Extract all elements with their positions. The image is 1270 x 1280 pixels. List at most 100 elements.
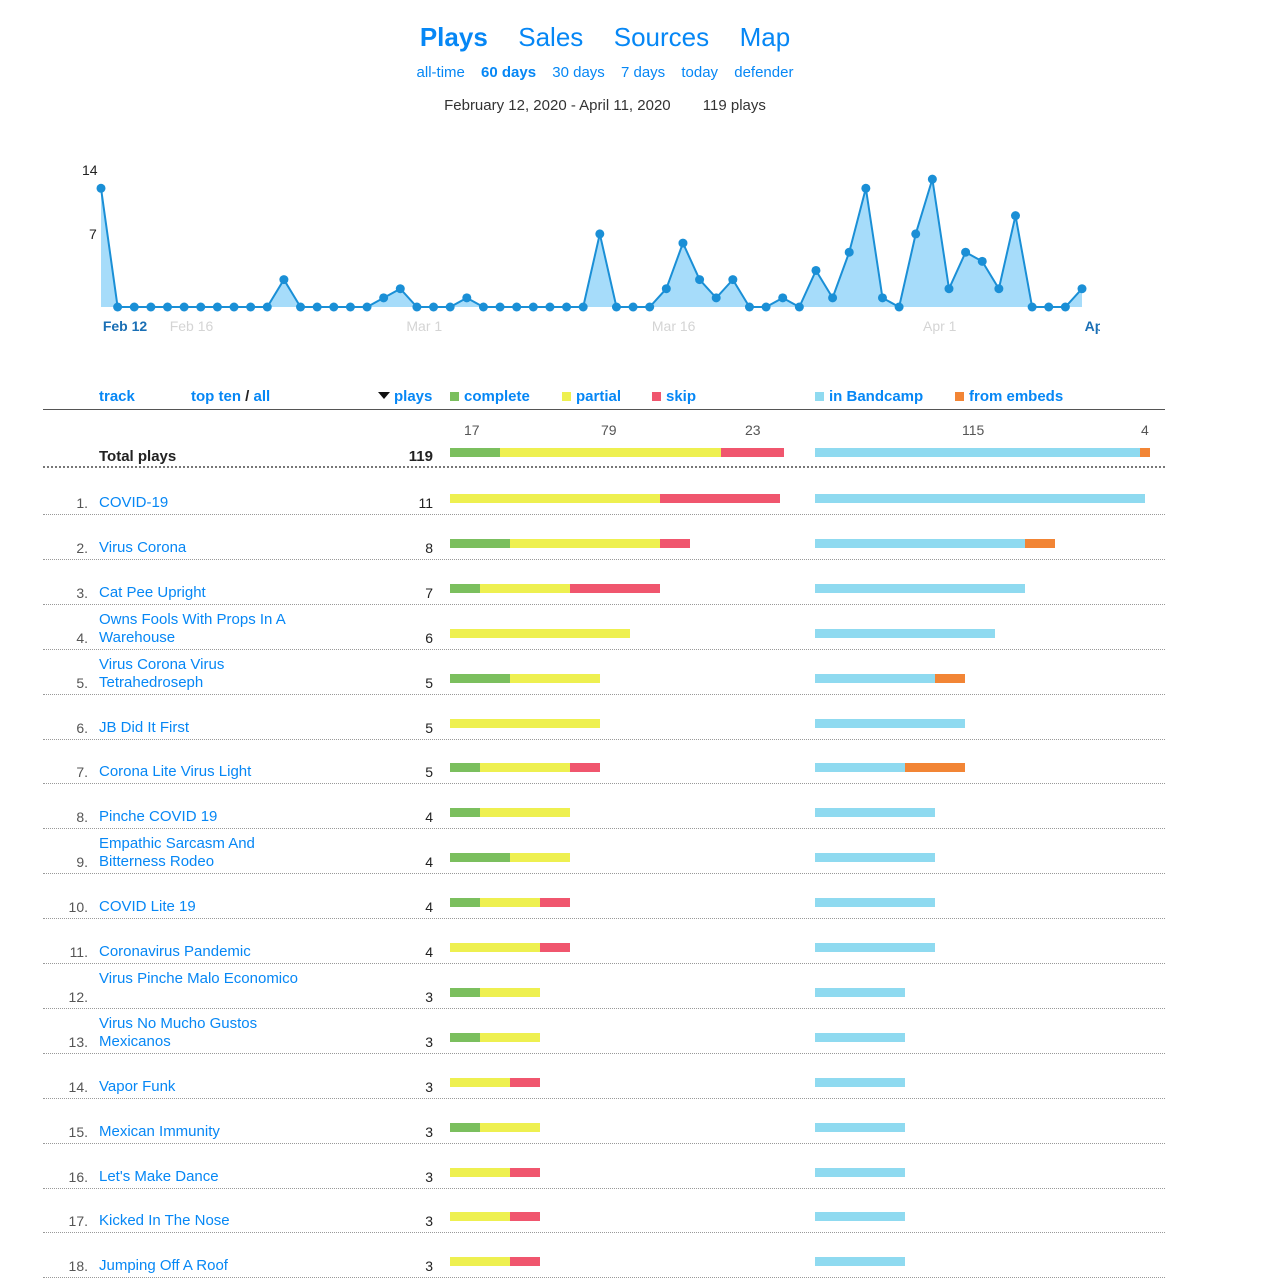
plays-point[interactable] <box>894 302 904 312</box>
track-rank: 1. <box>76 495 88 511</box>
plays-point[interactable] <box>96 183 106 193</box>
track-embeds-bar <box>1025 538 1055 548</box>
plays-point[interactable] <box>977 256 987 266</box>
plays-point[interactable] <box>362 302 372 312</box>
top-ten-link[interactable]: top ten <box>191 388 241 405</box>
plays-point[interactable] <box>744 302 754 312</box>
plays-point[interactable] <box>279 275 289 285</box>
track-link[interactable]: Empathic Sarcasm And Bitterness Rodeo <box>99 835 255 871</box>
plays-point[interactable] <box>811 265 821 275</box>
track-link[interactable]: Owns Fools With Props In A Warehouse <box>99 610 285 646</box>
track-link[interactable]: Vapor Funk <box>99 1077 176 1095</box>
plays-point[interactable] <box>695 275 705 285</box>
plays-point[interactable] <box>711 293 721 303</box>
plays-point[interactable] <box>379 293 389 303</box>
plays-point[interactable] <box>927 174 937 184</box>
plays-point[interactable] <box>412 302 422 312</box>
range-today[interactable]: today <box>681 64 719 81</box>
plays-point[interactable] <box>661 284 671 294</box>
plays-point[interactable] <box>1044 302 1054 312</box>
plays-point[interactable] <box>512 302 522 312</box>
plays-point[interactable] <box>595 229 605 239</box>
plays-point[interactable] <box>861 183 871 193</box>
plays-point[interactable] <box>728 275 738 285</box>
plays-point[interactable] <box>129 302 139 312</box>
plays-point[interactable] <box>1060 302 1070 312</box>
track-bandcamp-bar <box>815 808 935 818</box>
plays-point[interactable] <box>1010 211 1020 221</box>
plays-point[interactable] <box>844 247 854 257</box>
track-link[interactable]: Virus Pinche Malo Economico <box>99 969 298 987</box>
range-7-days[interactable]: 7 days <box>620 64 666 81</box>
plays-point[interactable] <box>528 302 538 312</box>
plays-point[interactable] <box>545 302 555 312</box>
plays-point[interactable] <box>146 302 156 312</box>
plays-point[interactable] <box>329 302 339 312</box>
plays-point[interactable] <box>229 302 239 312</box>
plays-point[interactable] <box>495 302 505 312</box>
plays-point[interactable] <box>877 293 887 303</box>
range-all-time[interactable]: all-time <box>416 64 465 81</box>
header-track[interactable]: track <box>99 388 135 405</box>
track-skip-bar <box>570 763 600 773</box>
plays-point[interactable] <box>395 284 405 294</box>
track-link[interactable]: COVID-19 <box>99 494 169 511</box>
track-link[interactable]: Virus Corona <box>99 538 187 556</box>
range-60-days[interactable]: 60 days <box>481 64 537 81</box>
track-link[interactable]: Cat Pee Upright <box>99 583 206 601</box>
plays-point[interactable] <box>961 247 971 257</box>
track-link[interactable]: Virus No Mucho Gustos Mexicanos <box>99 1014 258 1050</box>
plays-point[interactable] <box>645 302 655 312</box>
plays-point[interactable] <box>778 293 788 303</box>
track-link[interactable]: Corona Lite Virus Light <box>99 763 252 781</box>
plays-point[interactable] <box>944 284 954 294</box>
plays-point[interactable] <box>262 302 272 312</box>
plays-point[interactable] <box>179 302 189 312</box>
plays-point[interactable] <box>562 302 572 312</box>
track-rank: 2. <box>76 539 88 556</box>
tab-sources[interactable]: Sources <box>613 22 710 52</box>
plays-point[interactable] <box>828 293 838 303</box>
plays-point[interactable] <box>761 302 771 312</box>
plays-point[interactable] <box>611 302 621 312</box>
plays-point[interactable] <box>429 302 439 312</box>
tab-plays[interactable]: Plays <box>419 22 488 52</box>
track-complete-bar <box>450 898 480 908</box>
track-link[interactable]: Virus Corona Virus Tetrahedroseph <box>99 655 225 691</box>
all-link[interactable]: all <box>253 388 271 405</box>
plays-point[interactable] <box>445 302 455 312</box>
plays-point[interactable] <box>345 302 355 312</box>
plays-point[interactable] <box>113 302 123 312</box>
plays-point[interactable] <box>312 302 322 312</box>
track-link[interactable]: Coronavirus Pandemic <box>99 943 251 960</box>
plays-point[interactable] <box>994 284 1004 294</box>
row-divider <box>43 693 1165 695</box>
row-divider <box>43 1142 1165 1144</box>
plays-point[interactable] <box>462 293 472 303</box>
plays-point[interactable] <box>911 229 921 239</box>
plays-point[interactable] <box>246 302 256 312</box>
range-30-days[interactable]: 30 days <box>552 64 605 81</box>
track-link[interactable]: Mexican Immunity <box>99 1122 220 1140</box>
plays-point[interactable] <box>296 302 306 312</box>
range-defender[interactable]: defender <box>734 64 794 81</box>
plays-point[interactable] <box>794 302 804 312</box>
header-plays-sort[interactable]: plays <box>378 388 432 405</box>
track-link[interactable]: Jumping Off A Roof <box>99 1257 228 1275</box>
tab-sales[interactable]: Sales <box>518 22 584 52</box>
plays-point[interactable] <box>196 302 206 312</box>
tab-map[interactable]: Map <box>739 22 791 52</box>
track-link[interactable]: Let's Make Dance <box>99 1167 219 1185</box>
track-link[interactable]: Pinche COVID 19 <box>99 808 218 826</box>
plays-point[interactable] <box>163 302 173 312</box>
plays-point[interactable] <box>678 238 688 248</box>
plays-point[interactable] <box>212 302 222 312</box>
track-link[interactable]: JB Did It First <box>99 718 190 736</box>
plays-point[interactable] <box>1077 284 1087 294</box>
plays-point[interactable] <box>478 302 488 312</box>
track-link[interactable]: Kicked In The Nose <box>99 1212 230 1230</box>
plays-point[interactable] <box>1027 302 1037 312</box>
plays-point[interactable] <box>628 302 638 312</box>
track-link[interactable]: COVID Lite 19 <box>99 898 196 916</box>
plays-point[interactable] <box>578 302 588 312</box>
